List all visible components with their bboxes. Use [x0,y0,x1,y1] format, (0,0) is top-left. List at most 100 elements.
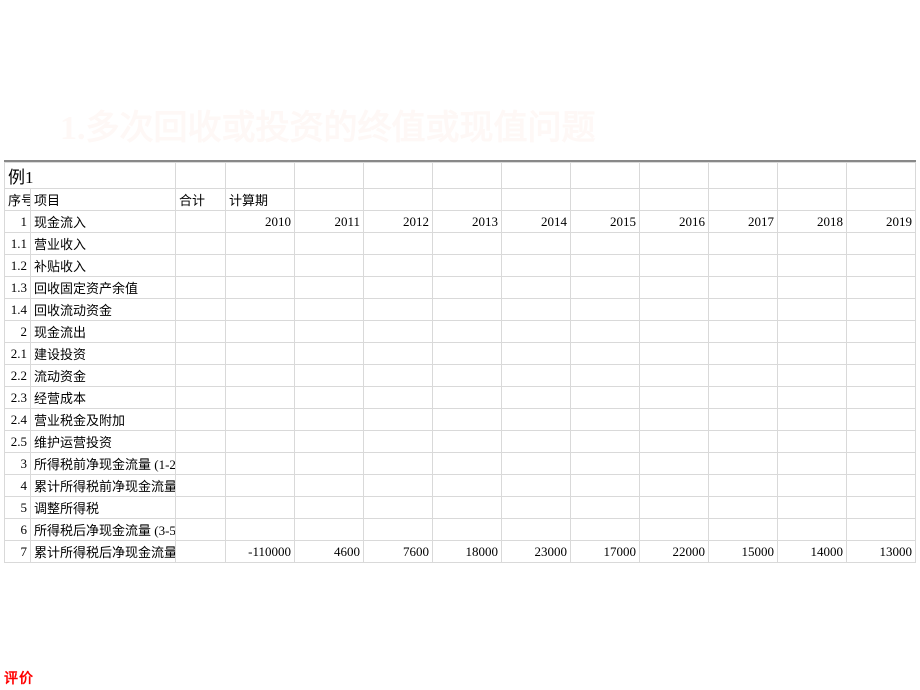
cell-empty [709,299,778,321]
cell-empty [295,321,364,343]
cell-empty [847,299,916,321]
cell-empty [709,387,778,409]
cell-value: 23000 [502,541,571,563]
table-row: 1现金流入20102011201220132014201520162017201… [5,211,916,233]
cell-empty [640,453,709,475]
cell-empty [295,233,364,255]
cell-empty [364,365,433,387]
cell-year: 2010 [226,211,295,233]
cell-empty [778,321,847,343]
example-label: 例1 [5,163,176,189]
cell-empty [847,189,916,211]
cell-empty [847,431,916,453]
cell-empty [778,299,847,321]
cell-year: 2018 [778,211,847,233]
cell-empty [778,233,847,255]
cell-empty [502,255,571,277]
cell-empty [226,163,295,189]
cell-empty [433,431,502,453]
row-header: 序号项目合计计算期 [5,189,916,211]
cell-empty [364,189,433,211]
row-example-label: 例1 [5,163,916,189]
cell-total [176,365,226,387]
cell-empty [709,431,778,453]
cell-empty [502,453,571,475]
cell-total [176,453,226,475]
cell-empty [778,453,847,475]
cell-empty [433,163,502,189]
cell-total [176,321,226,343]
cell-empty [778,365,847,387]
cell-empty [226,387,295,409]
table-row: 2.4营业税金及附加 [5,409,916,431]
cell-empty [433,189,502,211]
cell-empty [502,321,571,343]
cell-empty [226,321,295,343]
table-row: 6所得税后净现金流量 (3-5) [5,519,916,541]
cell-empty [571,475,640,497]
slide: 1.多次回收或投资的终值或现值问题 例1序号项目合计计算期1现金流入201020… [0,0,920,690]
cell-empty [433,299,502,321]
cell-empty [295,431,364,453]
cell-empty [640,475,709,497]
cell-empty [571,497,640,519]
cell-empty [571,189,640,211]
cell-empty [847,519,916,541]
cell-value: 18000 [433,541,502,563]
col-total-header: 合计 [176,189,226,211]
cell-empty [847,233,916,255]
col-item-header: 项目 [31,189,176,211]
table-row: 1.3回收固定资产余值 [5,277,916,299]
cell-empty [847,475,916,497]
cell-empty [502,431,571,453]
cell-empty [295,365,364,387]
cell-empty [502,365,571,387]
cell-empty [640,365,709,387]
cell-empty [640,233,709,255]
spreadsheet-region: 例1序号项目合计计算期1现金流入201020112012201320142015… [4,160,916,563]
cell-empty [433,365,502,387]
cell-empty [364,475,433,497]
cell-empty [571,409,640,431]
cell-empty [295,387,364,409]
cell-empty [433,255,502,277]
table-row: 2.1建设投资 [5,343,916,365]
cell-value: 15000 [709,541,778,563]
cell-empty [571,255,640,277]
cell-empty [640,321,709,343]
cell-empty [226,453,295,475]
cell-seq: 2.4 [5,409,31,431]
bottom-cut-text: 评价 [4,668,34,688]
cell-year: 2013 [433,211,502,233]
cell-total [176,299,226,321]
cell-empty [433,453,502,475]
table-row: 1.2补贴收入 [5,255,916,277]
cell-total [176,211,226,233]
cell-empty [640,255,709,277]
cell-empty [295,409,364,431]
cell-value: 4600 [295,541,364,563]
cell-empty [778,519,847,541]
cell-empty [502,233,571,255]
cell-name: 补贴收入 [31,255,176,277]
cell-empty [502,163,571,189]
table-row: 4累计所得税前净现金流量 [5,475,916,497]
cell-name: 所得税后净现金流量 (3-5) [31,519,176,541]
cell-name: 现金流入 [31,211,176,233]
cell-empty [502,299,571,321]
cell-name: 维护运营投资 [31,431,176,453]
cell-empty [364,233,433,255]
cell-name: 回收固定资产余值 [31,277,176,299]
cell-empty [778,189,847,211]
cell-empty [502,519,571,541]
cell-seq: 2.5 [5,431,31,453]
cell-empty [295,343,364,365]
table-row: 5调整所得税 [5,497,916,519]
cell-empty [226,277,295,299]
cell-seq: 1.4 [5,299,31,321]
cell-empty [502,189,571,211]
cell-empty [226,365,295,387]
cell-total [176,475,226,497]
table-row: 2.5维护运营投资 [5,431,916,453]
cell-empty [364,343,433,365]
